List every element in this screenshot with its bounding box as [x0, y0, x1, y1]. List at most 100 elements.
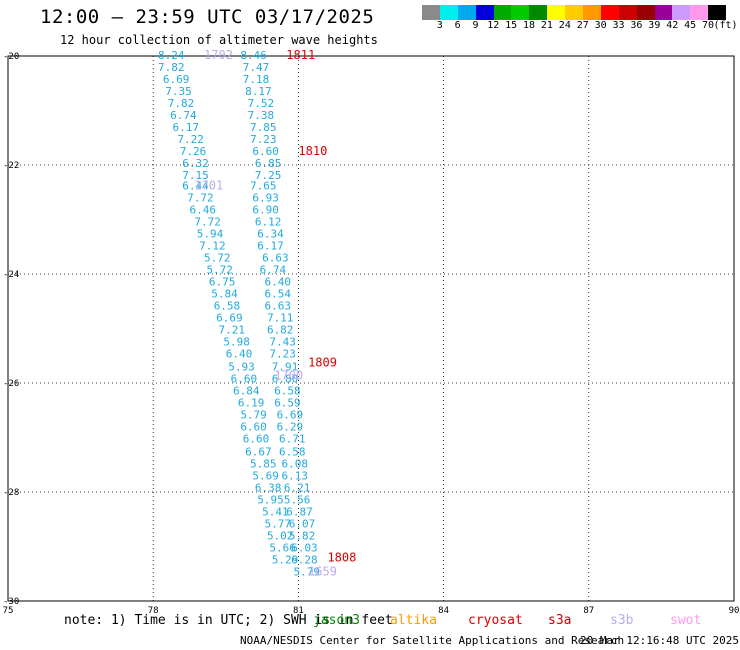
data-point-label: 7.72 — [187, 192, 214, 205]
y-tick-label: -26 — [3, 379, 19, 389]
data-point-label: 6.69 — [163, 73, 190, 86]
data-point-label: 5.98 — [223, 336, 250, 349]
color-scale-tick: 36 — [630, 20, 643, 31]
data-point-label: 5.41 — [262, 506, 289, 519]
x-tick-label: 90 — [729, 606, 740, 616]
legend-label: swot — [670, 613, 702, 628]
grid-lines — [8, 56, 734, 601]
color-scale-tick: 30 — [594, 20, 607, 31]
data-point-label: 5.77 — [265, 518, 292, 531]
plot-frame — [7, 55, 735, 602]
data-point-label: 6.38 — [255, 482, 282, 495]
data-point-label: 6.58 — [214, 300, 241, 313]
data-point-label: 1808 — [327, 550, 356, 564]
color-swatch — [493, 5, 512, 20]
data-point-label: 1811 — [286, 48, 315, 62]
x-tick-label: 87 — [583, 606, 594, 616]
color-scale-tick: 3 — [436, 20, 443, 31]
data-point-label: 7.11 — [267, 312, 294, 325]
data-point-label: 5.94 — [197, 228, 224, 241]
data-point-label: 6.74 — [170, 109, 197, 122]
data-point-label: 7.85 — [250, 121, 277, 134]
legend-label: jason3 — [313, 613, 360, 628]
data-point-label: 7.12 — [199, 240, 226, 253]
data-point-label: 7.23 — [250, 133, 277, 146]
data-point-label: 6.60 — [243, 433, 269, 446]
data-point-label: 6.71 — [279, 433, 306, 446]
color-swatch — [529, 5, 548, 20]
data-point-label: 5.79 — [240, 409, 267, 422]
data-point-label: 6.19 — [238, 397, 265, 410]
color-swatch — [422, 5, 440, 20]
data-point-label: 6.90 — [252, 204, 278, 217]
data-point-label: 7.82 — [168, 97, 195, 110]
color-swatch — [547, 5, 566, 20]
data-point-label: 5.84 — [211, 288, 238, 301]
y-tick-label: -30 — [3, 597, 19, 607]
data-point-label: 6.82 — [267, 324, 294, 337]
data-point-label: 5.56 — [284, 494, 311, 507]
y-tick-label: -22 — [3, 161, 19, 171]
data-point-label: 7.18 — [243, 73, 269, 86]
data-point-label: 7.72 — [194, 216, 221, 229]
data-point-label: 6.75 — [209, 276, 236, 289]
color-swatch — [565, 5, 584, 20]
data-point-label: 6.63 — [265, 300, 292, 313]
data-point-label: 5.29 — [272, 554, 299, 567]
data-labels: 8.247.826.697.357.826.746.177.227.266.32… — [158, 48, 356, 579]
data-point-label: 6.34 — [257, 228, 284, 241]
data-point-label: 6.87 — [286, 506, 313, 519]
color-scale-tick: 42 — [666, 20, 679, 31]
data-point-label: 7.15 — [182, 169, 209, 182]
data-point-label: 7.82 — [158, 61, 185, 74]
data-point-label: 7.52 — [248, 97, 275, 110]
data-point-label: 7.23 — [269, 348, 296, 361]
data-point-label: 6.13 — [281, 470, 308, 483]
data-point-label: 7.35 — [165, 85, 192, 98]
color-scale-tick: 70 — [702, 20, 715, 31]
data-point-label: 5.02 — [267, 530, 294, 543]
data-point-label: 7.25 — [255, 169, 282, 182]
data-point-label: 6.69 — [277, 409, 304, 422]
data-point-label: 6.67 — [245, 446, 272, 459]
color-swatch — [654, 5, 673, 20]
data-point-label: 6.08 — [281, 458, 308, 471]
legend-altika: altika — [390, 613, 437, 628]
data-point-label: 5.93 — [228, 361, 255, 374]
color-scale-tick: 24 — [558, 20, 571, 31]
color-swatch — [708, 5, 727, 20]
data-point-label: 6.12 — [255, 216, 282, 229]
data-point-label: 5.82 — [289, 530, 316, 543]
color-scale-tick: 12 — [487, 20, 500, 31]
chart-subtitle: 12 hour collection of altimeter wave hei… — [60, 33, 378, 47]
data-point-label: 6.58 — [279, 446, 306, 459]
data-point-label: 6.17 — [173, 121, 200, 134]
x-tick-label: 78 — [148, 606, 159, 616]
y-axis-ticks: -20 -22 -24 -26 -28 -30 — [3, 52, 19, 607]
color-swatch — [511, 5, 530, 20]
data-point-label: 5.85 — [250, 458, 277, 471]
data-point-label: 5.69 — [252, 470, 278, 483]
color-scale-tick: (ft) — [713, 20, 738, 31]
data-point-label: 6.80 — [272, 373, 299, 386]
x-tick-label: 81 — [293, 606, 304, 616]
y-tick-label: -20 — [3, 52, 19, 62]
data-point-label: 6.03 — [291, 542, 318, 555]
data-point-label: 6.59 — [274, 397, 301, 410]
data-point-label: 6.69 — [216, 312, 243, 325]
data-point-label: 5.72 — [204, 252, 231, 265]
y-tick-label: -24 — [3, 270, 19, 280]
data-point-label: 7.38 — [248, 109, 275, 122]
data-point-label: 6.54 — [265, 288, 292, 301]
data-point-label: 6.21 — [284, 482, 311, 495]
color-swatch — [672, 5, 691, 20]
data-point-label: 6.85 — [255, 157, 282, 170]
data-point-label: 8.24 — [158, 49, 185, 62]
data-point-label: 5.79 — [294, 566, 321, 579]
data-point-label: 6.40 — [226, 348, 253, 361]
data-point-label: 6.84 — [233, 385, 260, 398]
data-point-label: 5.95 — [257, 494, 284, 507]
data-point-label: 1810 — [298, 144, 327, 158]
data-point-label: 6.74 — [260, 264, 287, 277]
x-tick-label: 84 — [438, 606, 449, 616]
